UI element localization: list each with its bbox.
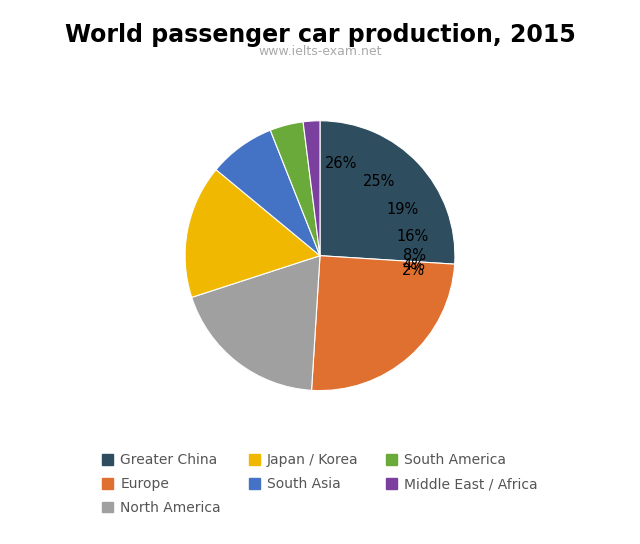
Text: www.ielts-exam.net: www.ielts-exam.net (259, 45, 381, 58)
Text: 16%: 16% (396, 228, 429, 244)
Text: 8%: 8% (403, 248, 426, 263)
Legend: Greater China, Europe, North America, Japan / Korea, South Asia, South America, : Greater China, Europe, North America, Ja… (95, 447, 545, 522)
Wedge shape (192, 256, 320, 391)
Text: 4%: 4% (403, 258, 426, 273)
Wedge shape (216, 130, 320, 256)
Wedge shape (270, 122, 320, 256)
Text: 19%: 19% (386, 202, 419, 217)
Text: World passenger car production, 2015: World passenger car production, 2015 (65, 23, 575, 47)
Wedge shape (320, 121, 455, 264)
Wedge shape (185, 170, 320, 298)
Wedge shape (303, 121, 320, 256)
Text: 25%: 25% (363, 174, 395, 189)
Wedge shape (312, 256, 454, 391)
Text: 2%: 2% (402, 263, 425, 278)
Text: 26%: 26% (325, 156, 357, 171)
